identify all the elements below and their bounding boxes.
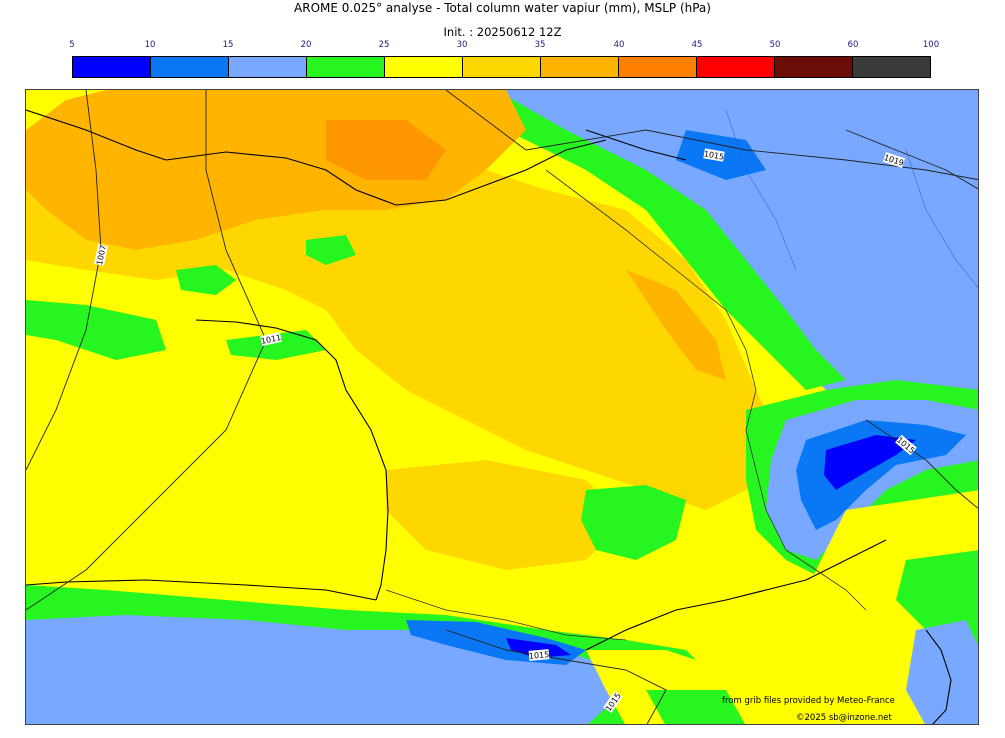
- colorbar-segment: [775, 57, 853, 77]
- tcwv-field-20-25-catalonia: [646, 690, 745, 724]
- isobar-label: 1015: [529, 650, 550, 661]
- colorbar-tick: 25: [378, 40, 390, 50]
- isobar-1007: [26, 90, 102, 471]
- river-rhine: [725, 109, 797, 271]
- init-time: Init. : 20250612 12Z: [443, 25, 562, 39]
- colorbar-tick: 10: [144, 40, 156, 50]
- tcwv-field-15-20: [406, 90, 978, 509]
- rivers: [725, 109, 978, 288]
- mediterranean-coast: [585, 539, 887, 651]
- isobar-label: 1015: [703, 149, 725, 161]
- isobar-label: 1007: [95, 244, 108, 266]
- tcwv-field-20-25-massif: [581, 485, 686, 560]
- tcwv-field-20-25-patch: [306, 235, 356, 265]
- isobars: [26, 90, 978, 724]
- colorbar-segment: [73, 57, 151, 77]
- colorbar-segment: [463, 57, 541, 77]
- corsica-coast: [925, 629, 952, 724]
- england-coast: [26, 109, 167, 161]
- eastern-border: [545, 169, 787, 551]
- colorbar-tick: 5: [69, 40, 75, 50]
- colorbar-tick: 45: [691, 40, 703, 50]
- italy-border: [785, 549, 867, 611]
- chart-title: AROME 0.025° analyse - Total column wate…: [294, 1, 711, 15]
- channel-coast: [165, 139, 607, 206]
- pyrenees-border: [385, 589, 627, 641]
- colorbar-tick: 20: [300, 40, 312, 50]
- colorbar-segment: [229, 57, 307, 77]
- map-canvas: 1007 1011 1015 1019 1015 1015: [26, 90, 978, 724]
- tcwv-field-35-40-east: [626, 270, 726, 380]
- colorbar-ticks: 5 10 15 20 25 30 35 40 45 50 60 100: [0, 40, 1005, 54]
- tcwv-field-20-25: [406, 90, 846, 390]
- coastlines: [26, 109, 952, 724]
- colorbar-segment: [697, 57, 775, 77]
- colorbar-segment: [853, 57, 930, 77]
- isobar-1015-south: [445, 629, 667, 724]
- colorbar-tick: 30: [456, 40, 468, 50]
- source-credit: from grib files provided by Meteo-France: [722, 696, 895, 706]
- colorbar-tick: 15: [222, 40, 234, 50]
- colorbar-tick: 35: [534, 40, 546, 50]
- colorbar-segment: [307, 57, 385, 77]
- isobar-1011: [26, 90, 267, 611]
- colorbar-segment: [619, 57, 697, 77]
- colorbar-tick: 100: [922, 40, 940, 50]
- borders: [385, 169, 867, 641]
- biscay-coast: [195, 319, 389, 601]
- isobar-label: 1011: [260, 333, 282, 346]
- isobar-1015-north: [445, 90, 978, 181]
- cantabrian-coast: [26, 579, 377, 601]
- colorbar-tick: 60: [847, 40, 859, 50]
- copyright-credit: ©2025 sb@inzone.net: [796, 713, 892, 723]
- colorbar-tick: 50: [769, 40, 781, 50]
- colorbar-tick: 40: [613, 40, 625, 50]
- tcwv-field-20-25-patch: [226, 330, 326, 360]
- colorbar-segment: [541, 57, 619, 77]
- colorbar-segment: [151, 57, 229, 77]
- tcwv-field-30-35-central: [386, 460, 626, 570]
- isobar-1019: [845, 129, 978, 190]
- colorbar-segment: [385, 57, 463, 77]
- weather-map: 1007 1011 1015 1019 1015 1015: [25, 89, 979, 725]
- tcwv-field-30-35: [26, 170, 786, 510]
- tcwv-field-20-25-patch: [176, 265, 236, 295]
- tcwv-field-15-20-corsica: [906, 620, 978, 724]
- isobar-1015-alps: [865, 419, 978, 509]
- tcwv-field-20-25-atlantic: [26, 300, 166, 360]
- colorbar: [72, 56, 931, 78]
- tcwv-field-5-10-alps: [824, 435, 916, 490]
- river-east: [905, 149, 978, 288]
- tcwv-field-40-45: [326, 120, 446, 180]
